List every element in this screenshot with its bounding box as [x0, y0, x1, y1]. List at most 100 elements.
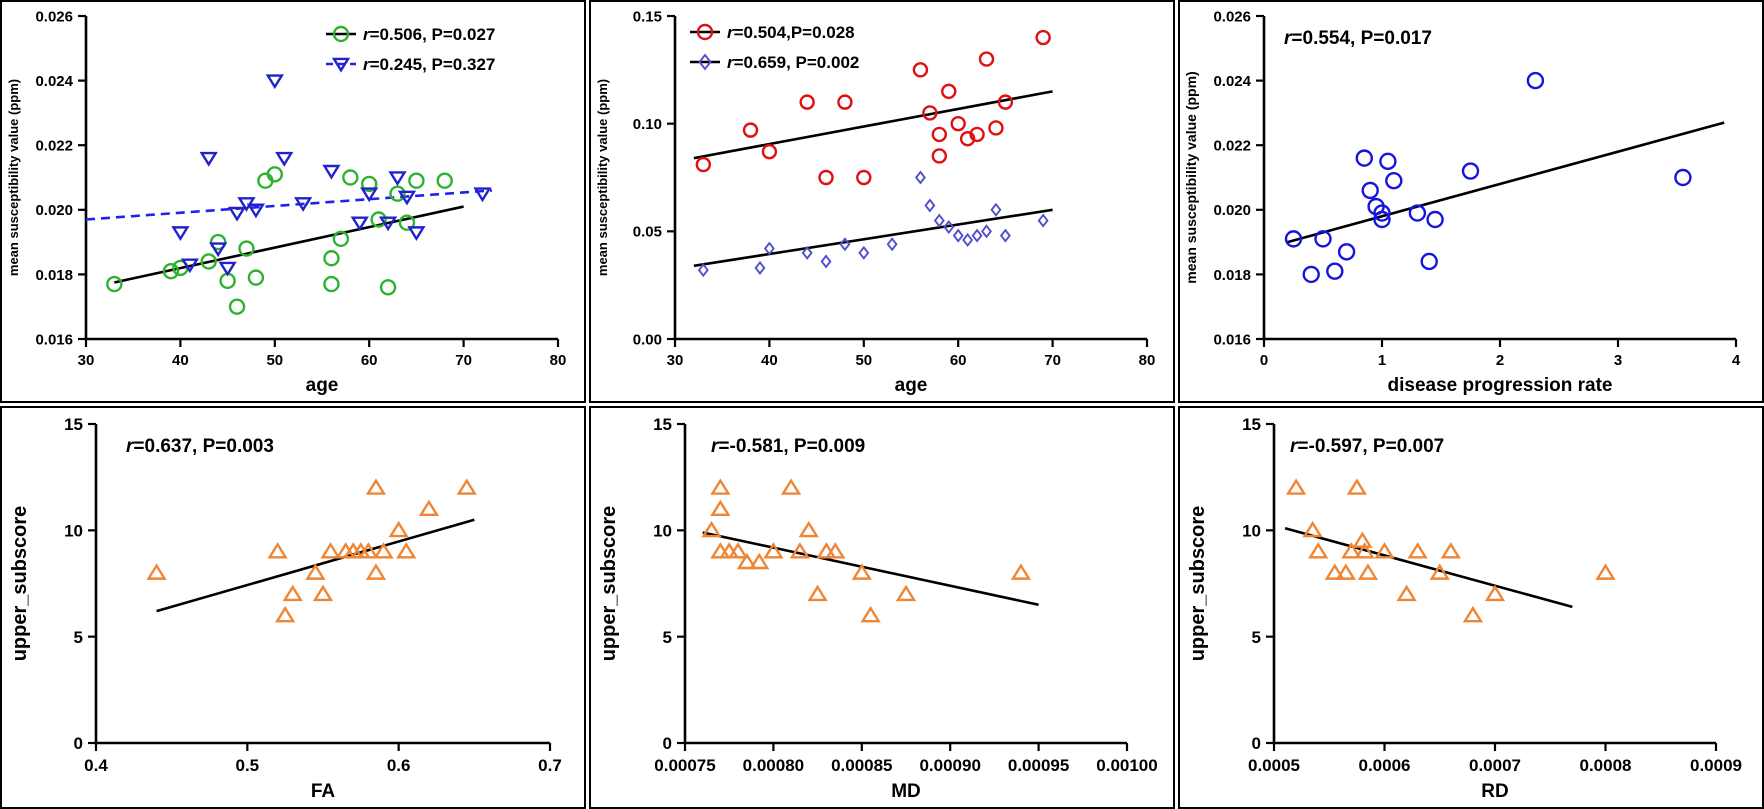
- diamond-marker: [971, 228, 983, 243]
- y-tick-label: 0.10: [633, 116, 662, 133]
- circle-marker: [695, 156, 712, 173]
- triangle-up-marker: [1346, 478, 1368, 495]
- diamond-marker: [839, 237, 851, 252]
- circle-marker: [209, 233, 227, 251]
- y-tick-label: 0.018: [35, 267, 73, 284]
- y-tick-label: 10: [64, 521, 83, 540]
- fit-line: [85, 189, 493, 221]
- x-tick-label: 40: [172, 352, 189, 369]
- circle-marker: [997, 94, 1014, 110]
- triangle-up-marker: [860, 605, 881, 623]
- diamond-marker: [886, 237, 898, 252]
- circle-marker: [1337, 243, 1356, 261]
- circle-marker: [1373, 210, 1391, 229]
- panel-susceptibility-vs-progression-rate: 0 1 2 3 4 0.016 0.018 0.020 0.022 0.024 0.026 disea…: [1178, 0, 1764, 403]
- fit-line: [1284, 526, 1573, 609]
- circle-marker: [988, 120, 1004, 136]
- circle-marker: [323, 250, 340, 267]
- panel-susceptibility-vs-age-rois: 30 40 50 60 70 80 0.00 0.05 0.10 0.15 age mean susc…: [589, 0, 1175, 403]
- y-tick-label: 0.016: [1213, 331, 1251, 348]
- triangle-up-marker: [1462, 605, 1484, 623]
- x-tick-label: 3: [1614, 352, 1622, 369]
- fit-line: [693, 208, 1053, 268]
- circle-marker: [247, 269, 265, 286]
- triangle-up-marker: [710, 478, 731, 495]
- triangle-up-marker: [275, 605, 296, 623]
- triangle-up-marker: [1354, 542, 1375, 559]
- triangle-up-marker: [396, 542, 417, 559]
- circle-marker: [361, 175, 378, 193]
- circle-marker: [1302, 265, 1320, 284]
- panel-upper-subscore-vs-rd: 0.0005 0.0006 0.0007 0.0008 0.0009 0 5 10 15 RD up…: [1178, 406, 1764, 809]
- circle-marker: [950, 115, 966, 132]
- panel-susceptibility-vs-age-groups: 30 40 50 60 70 80 0.016 0.018 0.020 0.022 0.024 0.0…: [0, 0, 586, 403]
- diamond-marker: [981, 224, 993, 239]
- legend-label: r=0.245, P=0.327: [363, 55, 495, 74]
- triangle-down-marker: [265, 74, 284, 90]
- x-tick-label: 0.0008: [1580, 756, 1632, 775]
- y-tick-label: 0.022: [35, 138, 73, 155]
- circle-marker: [1361, 181, 1379, 200]
- triangle-up-marker: [1352, 531, 1373, 548]
- triangle-down-marker: [360, 187, 379, 203]
- triangle-up-marker: [1595, 563, 1616, 580]
- legend-label: r=0.504,P=0.028: [727, 23, 855, 42]
- y-tick-label: 0.022: [1213, 138, 1251, 155]
- circle-marker: [162, 262, 180, 280]
- triangle-down-marker: [397, 190, 417, 206]
- diamond-marker: [962, 232, 974, 247]
- y-tick-label: 0.020: [1213, 202, 1251, 219]
- triangle-down-marker: [350, 216, 369, 232]
- x-axis-label: age: [895, 375, 928, 396]
- circle-marker: [228, 298, 246, 315]
- triangle-up-marker: [1396, 584, 1417, 602]
- fit-line: [1287, 121, 1725, 244]
- x-tick-label: 0.0005: [1248, 756, 1300, 775]
- x-tick-label: 4: [1732, 352, 1741, 369]
- diamond-marker: [943, 219, 955, 235]
- triangle-up-marker: [312, 584, 334, 602]
- circle-marker: [408, 172, 425, 189]
- triangle-down-marker: [378, 216, 398, 232]
- legend-label: r=0.506, P=0.027: [363, 25, 495, 44]
- triangle-up-marker: [1374, 542, 1395, 559]
- y-tick-label: 0.00: [633, 331, 662, 348]
- triangle-up-marker: [456, 478, 477, 495]
- y-tick-label: 0.024: [1213, 73, 1251, 90]
- x-tick-label: 0.00100: [1096, 756, 1157, 775]
- triangle-down-marker: [209, 242, 228, 258]
- x-tick-label: 0.5: [236, 756, 260, 775]
- diamond-marker: [1037, 213, 1049, 228]
- triangle-up-marker: [1341, 542, 1362, 559]
- triangle-down-marker: [407, 226, 426, 241]
- y-tick-label: 15: [653, 415, 672, 434]
- x-tick-label: 0.00085: [831, 756, 892, 775]
- x-tick-label: 0.7: [538, 756, 562, 775]
- y-axis-label: mean susceptibility value (ppm): [6, 79, 21, 276]
- circle-marker: [696, 23, 714, 41]
- upper-subscore-vs-rd-chart: 0.0005 0.0006 0.0007 0.0008 0.0009 0 5 10 15 RD up…: [1187, 415, 1742, 802]
- triangle-up-marker: [146, 563, 167, 580]
- x-tick-label: 60: [950, 352, 967, 369]
- susceptibility-vs-age-two-rois-chart: 30 40 50 60 70 80 0.00 0.05 0.10 0.15 age mean susc…: [595, 8, 1155, 396]
- circle-marker: [931, 126, 948, 143]
- circle-marker: [912, 62, 929, 78]
- correlation-annotation: r=0.554, P=0.017: [1284, 28, 1432, 49]
- triangle-up-marker: [1285, 478, 1307, 495]
- circle-marker: [742, 122, 759, 138]
- y-tick-label: 5: [74, 628, 83, 647]
- y-tick-label: 15: [1242, 415, 1261, 434]
- triangle-up-marker: [418, 499, 440, 517]
- triangle-up-marker: [1484, 584, 1506, 602]
- triangle-up-marker: [749, 552, 770, 570]
- triangle-up-marker: [851, 563, 872, 580]
- circle-marker: [200, 253, 217, 270]
- circle-marker: [106, 275, 123, 293]
- x-tick-label: 0.0006: [1359, 756, 1411, 775]
- x-tick-label: 30: [667, 352, 684, 369]
- diamond-marker: [914, 170, 926, 185]
- triangle-up-marker: [1335, 563, 1356, 580]
- x-tick-label: 1: [1378, 352, 1386, 369]
- circle-marker: [931, 148, 948, 164]
- triangle-up-marker: [365, 478, 387, 495]
